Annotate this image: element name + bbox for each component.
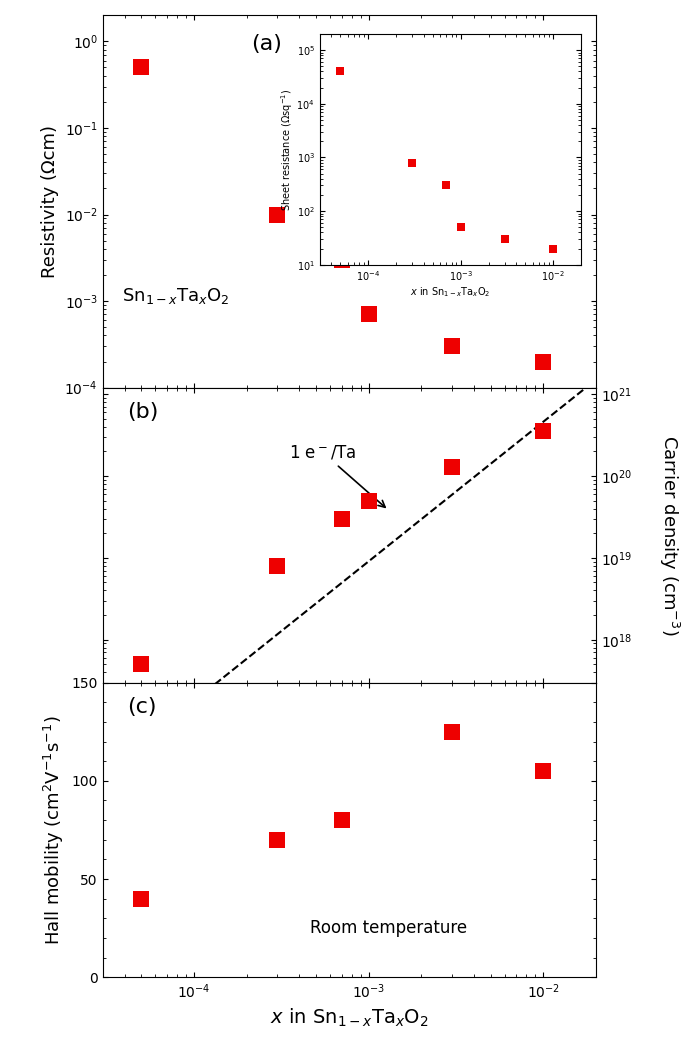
Y-axis label: Hall mobility (cm$^2$V$^{-1}$s$^{-1}$): Hall mobility (cm$^2$V$^{-1}$s$^{-1}$)	[42, 716, 66, 945]
Point	[336, 811, 347, 828]
Point	[363, 492, 374, 509]
Point	[538, 353, 549, 370]
Point	[447, 338, 458, 355]
Point	[538, 423, 549, 439]
Point	[272, 206, 283, 223]
Point	[447, 723, 458, 740]
X-axis label: $x$ in Sn$_{1-x}$Ta$_x$O$_2$: $x$ in Sn$_{1-x}$Ta$_x$O$_2$	[270, 1007, 429, 1029]
Point	[336, 511, 347, 528]
Text: (b): (b)	[127, 403, 159, 423]
Text: (a): (a)	[251, 34, 282, 54]
Point	[272, 557, 283, 574]
Point	[363, 306, 374, 323]
Y-axis label: Resistivity (Ωcm): Resistivity (Ωcm)	[41, 125, 59, 277]
Point	[447, 458, 458, 475]
Text: (c): (c)	[127, 697, 157, 717]
Point	[136, 656, 147, 673]
Y-axis label: Carrier density (cm$^{-3}$): Carrier density (cm$^{-3}$)	[658, 435, 682, 635]
Point	[136, 59, 147, 76]
Point	[136, 890, 147, 907]
Point	[272, 831, 283, 848]
Text: Sn$_{1-x}$Ta$_x$O$_2$: Sn$_{1-x}$Ta$_x$O$_2$	[123, 286, 230, 306]
Point	[336, 251, 347, 268]
Text: Room temperature: Room temperature	[310, 920, 467, 937]
Point	[538, 763, 549, 780]
Text: 1 e$^-$/Ta: 1 e$^-$/Ta	[289, 444, 385, 508]
